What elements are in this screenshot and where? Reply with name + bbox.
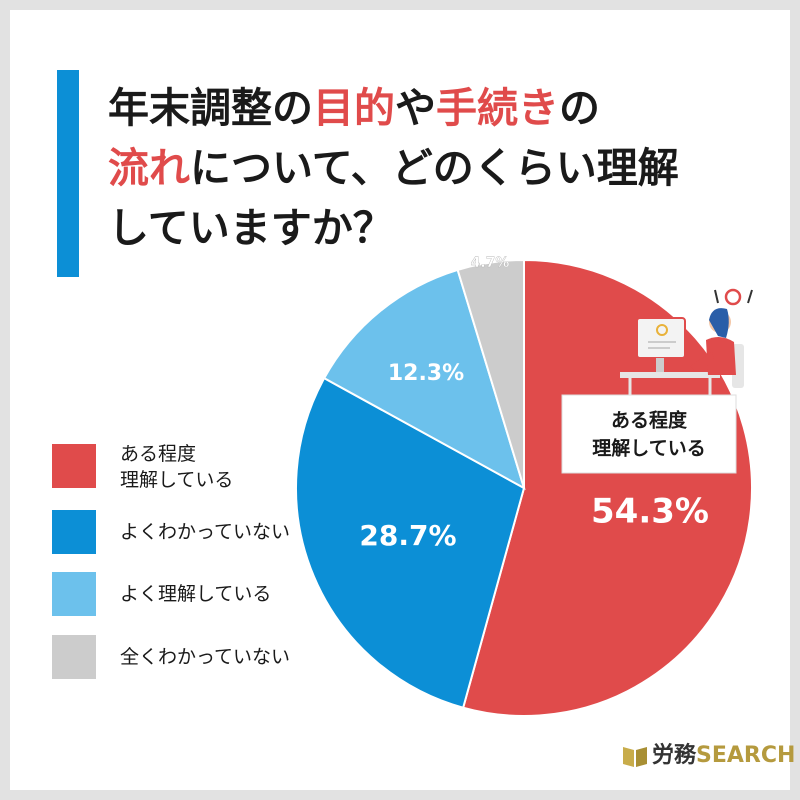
title-highlight-flow: 流れ [108,144,190,192]
callout-label: ある程度 [611,409,688,432]
title-text: の [559,84,600,132]
pie-slice-not-well-understand [295,376,526,709]
desk-icon [620,372,720,378]
title-text: や [395,84,436,132]
legend-swatch [52,572,96,616]
title-text: 年末調整の [108,84,313,132]
book-icon [623,747,647,767]
monitor-chart-icon [656,324,668,336]
chair-icon [732,344,744,388]
person-at-desk-illustration [620,288,753,395]
monitor-icon [636,317,686,359]
legend-swatch [52,635,96,679]
person-hair-icon [709,308,729,338]
title-line-2: 流れについて、どのくらい理解 [108,144,679,192]
legend-swatch [52,510,96,554]
pie-slice-not-understand-at-all [456,258,525,489]
person-arm-icon [690,352,714,370]
legend-label: 全くわかっていない [120,646,291,668]
legend-swatch [52,444,96,488]
legend-label-line2: 理解している [120,469,234,491]
pie-value-label-not-well-understand: 28.7% [359,519,456,552]
logo-text: 労務SEARCH [652,742,795,770]
logo-text-main: 労務 [652,743,697,768]
pie-value-label-understand-well: 12.3% [388,361,464,386]
alert-mark-icon [747,289,753,304]
callout-label: 理解している [592,437,705,460]
alert-circle-icon [724,288,742,306]
pie-value-label-not-understand-at-all: 4.7% [471,255,510,271]
monitor-stand-icon [656,358,664,372]
title-line-3: していますか？ [108,204,394,252]
title-line-1: 年末調整の目的や手続きの [108,84,600,132]
logo-text-accent: SEARCH [696,743,796,768]
title-text: について、どのくらい理解 [190,144,679,192]
person-body-icon [706,336,736,375]
title-highlight-procedure: 手続き [436,84,559,132]
legend-label: よくわかっていない [120,521,291,543]
legend-label-line1: ある程度 [120,443,197,465]
title-highlight-purpose: 目的 [313,84,395,132]
callout-box [561,394,737,474]
alert-mark-icon [714,289,719,304]
title-accent-bar [57,70,79,277]
pie-value-label-somewhat-understand: 54.3% [591,492,709,532]
legend-label: よく理解している [120,583,272,605]
